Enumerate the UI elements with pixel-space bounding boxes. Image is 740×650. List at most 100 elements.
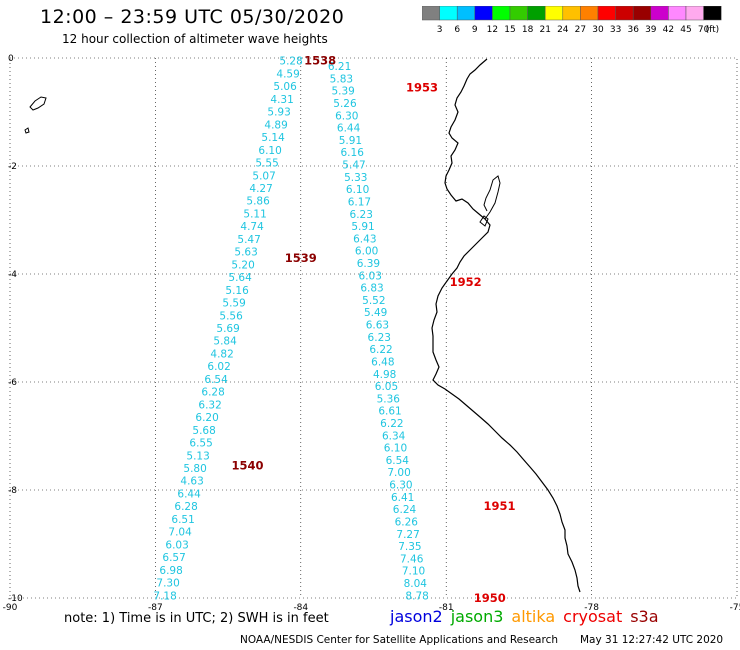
wave-height-value: 7.18 [153, 590, 176, 602]
color-swatch [650, 6, 669, 21]
wave-height-value: 6.61 [378, 406, 401, 418]
wave-height-value: 6.83 [360, 283, 383, 295]
color-scale-label: 21 [539, 25, 550, 35]
wave-height-value: 4.89 [264, 119, 287, 131]
color-scale-label: 6 [454, 25, 460, 35]
wave-height-value: 6.63 [366, 320, 389, 332]
wave-height-value: 5.63 [234, 247, 257, 259]
wave-height-value: 6.22 [369, 344, 392, 356]
wave-height-value: 6.28 [201, 387, 224, 399]
color-scale-label: 39 [645, 25, 657, 35]
legend-jason2: jason2 [390, 607, 443, 626]
y-tick-label: 0 [8, 54, 14, 64]
wave-height-value: 5.14 [261, 132, 285, 144]
wave-height-value: 5.59 [222, 298, 245, 310]
wave-height-value: 6.17 [348, 196, 371, 208]
wave-height-value: 6.20 [195, 412, 218, 424]
y-tick-label: -4 [8, 270, 17, 280]
wave-height-value: 6.03 [165, 539, 188, 551]
wave-height-value: 5.86 [246, 196, 270, 208]
color-swatch [509, 6, 528, 21]
legend-cryosat: cryosat [563, 607, 623, 626]
wave-height-value: 6.10 [258, 145, 281, 157]
color-scale-label: 3 [437, 25, 443, 35]
pass-time-label: 1953 [406, 81, 438, 95]
wave-height-value: 6.23 [350, 209, 373, 221]
pass-time-label: 1951 [484, 499, 516, 513]
wave-height-value: 5.11 [243, 208, 266, 220]
wave-height-value: 6.03 [359, 270, 382, 282]
wave-height-value: 5.47 [342, 160, 365, 172]
wave-height-value: 5.20 [231, 259, 254, 271]
color-scale-label: 24 [557, 25, 569, 35]
color-swatch [597, 6, 616, 21]
wave-height-value: 4.98 [373, 369, 396, 381]
color-scale-label: 9 [472, 25, 478, 35]
note-text: note: 1) Time is in UTC; 2) SWH is in fe… [64, 611, 329, 626]
pass-time-label: 1538 [304, 54, 336, 68]
wave-height-value: 6.43 [353, 233, 376, 245]
wave-height-value: 7.35 [398, 541, 421, 553]
wave-height-value: 5.06 [273, 81, 297, 93]
wave-height-value: 6.55 [189, 438, 212, 450]
gulf-of-guayaquil-estuary [483, 175, 501, 220]
color-scale-label: 12 [487, 25, 498, 35]
wave-height-value: 5.13 [186, 450, 209, 462]
wave-height-value: 6.32 [198, 399, 221, 411]
x-tick-label: -75 [730, 603, 740, 613]
wave-height-value: 5.36 [377, 393, 401, 405]
legend-s3a: s3a [630, 607, 659, 626]
color-swatch [527, 6, 546, 21]
color-scale-label: 18 [522, 25, 534, 35]
color-swatch [685, 6, 704, 21]
wave-height-value: 5.80 [183, 463, 206, 475]
color-swatch [492, 6, 511, 21]
wave-height-value: 5.07 [252, 170, 275, 182]
wave-height-value: 7.00 [387, 467, 410, 479]
wave-height-value: 4.27 [249, 183, 272, 195]
wave-height-value: 5.33 [344, 172, 367, 184]
wave-height-value: 6.23 [368, 332, 391, 344]
wave-height-value: 5.16 [225, 285, 249, 297]
wave-height-value: 6.24 [393, 504, 417, 516]
color-swatch [703, 6, 722, 21]
color-scale-unit: (ft) [706, 25, 720, 35]
pass-time-label: 1539 [285, 251, 317, 265]
wave-height-value: 6.21 [328, 61, 351, 73]
y-tick-label: -10 [8, 594, 23, 604]
wave-height-value: 5.64 [228, 272, 252, 284]
color-scale-label: 70 [698, 25, 710, 35]
wave-height-value: 6.16 [341, 147, 365, 159]
wave-height-value: 6.44 [337, 123, 361, 135]
x-tick-label: -81 [439, 603, 454, 613]
wave-height-value: 7.10 [402, 566, 425, 578]
wave-height-value: 5.47 [237, 234, 260, 246]
x-tick-label: -84 [293, 603, 308, 613]
color-swatch [456, 6, 476, 21]
wave-height-value: 6.05 [375, 381, 398, 393]
y-tick-label: -6 [8, 378, 17, 388]
wave-height-value: 6.54 [386, 455, 410, 467]
map-border [9, 57, 738, 599]
wave-height-value: 6.30 [389, 480, 412, 492]
wave-height-value: 4.63 [180, 476, 203, 488]
wave-height-value: 4.82 [210, 348, 233, 360]
wave-height-value: 6.10 [384, 443, 407, 455]
credit-text: NOAA/NESDIS Center for Satellite Applica… [240, 634, 558, 646]
wave-height-value: 6.39 [357, 258, 380, 270]
color-swatch [615, 6, 634, 21]
satellite-legend: jason2 jason3 altika cryosat s3a [390, 607, 667, 626]
pass-time-label: 1952 [450, 275, 482, 289]
color-scale-label: 27 [575, 25, 586, 35]
wave-height-value: 5.55 [255, 158, 278, 170]
color-scale-label: 15 [504, 25, 515, 35]
color-swatch [439, 6, 458, 21]
ecuador-peru-coastline [431, 58, 581, 593]
galapagos-small-island [24, 127, 30, 134]
wave-height-value: 6.48 [371, 356, 394, 368]
color-swatch [544, 6, 564, 21]
wave-height-value: 5.49 [364, 307, 387, 319]
page-title: 12:00 – 23:59 UTC 05/30/2020 [40, 6, 345, 28]
wave-height-value: 6.00 [355, 246, 378, 258]
wave-height-value: 6.54 [204, 374, 228, 386]
